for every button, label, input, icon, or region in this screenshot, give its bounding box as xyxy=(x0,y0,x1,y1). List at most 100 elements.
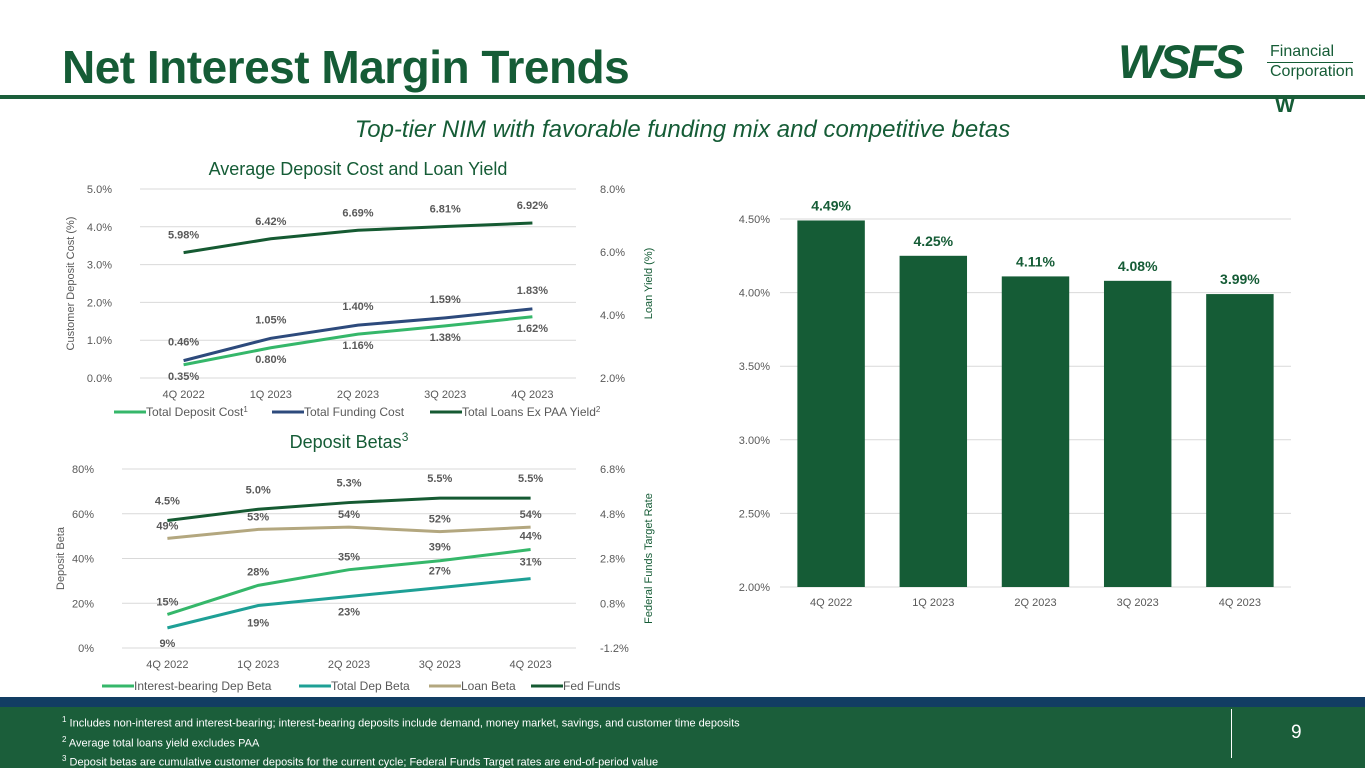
nim-y-tick-label: 4.50% xyxy=(739,214,770,226)
footnote-1: 1 Includes non-interest and interest-bea… xyxy=(62,715,740,730)
nim-x-tick-label: 1Q 2023 xyxy=(912,597,954,609)
betas-data-label: 35% xyxy=(338,552,360,564)
betas-data-label: 28% xyxy=(247,566,269,578)
betas-series-line-2 xyxy=(167,525,531,540)
deposit_cost-series-line-2 xyxy=(183,221,533,255)
betas-data-label: 5.5% xyxy=(518,473,543,485)
deposit_cost-y-tick-label: 2.0% xyxy=(87,297,112,309)
betas-legend-entry: Fed Funds xyxy=(563,679,620,693)
betas-data-label: 5.3% xyxy=(336,478,361,490)
betas-legend-entry: Interest-bearing Dep Beta xyxy=(134,679,272,693)
betas-y-tick-label: 60% xyxy=(72,509,94,521)
deposit_cost-data-label: 1.16% xyxy=(342,340,373,352)
footer-divider xyxy=(1231,709,1232,758)
deposit_cost-y2-tick-label: 8.0% xyxy=(600,184,625,196)
footer-bar xyxy=(0,697,1365,768)
betas-y-tick-label: 0% xyxy=(78,643,94,655)
nim-bar xyxy=(797,220,865,588)
betas-y2-tick-label: 6.8% xyxy=(600,464,625,476)
page-title: Net Interest Margin Trends xyxy=(62,41,630,93)
deposit_cost-data-label: 0.35% xyxy=(168,371,199,383)
nim-bar-label: 4.25% xyxy=(913,233,953,249)
deposit_cost-data-label: 1.38% xyxy=(430,332,461,344)
nim-y-tick-label: 2.50% xyxy=(739,508,770,520)
betas-x-tick-label: 4Q 2022 xyxy=(146,659,188,671)
deposit_cost-y-tick-label: 1.0% xyxy=(87,335,112,347)
betas-data-label: 5.0% xyxy=(246,484,271,496)
deposit_cost-x-tick-label: 2Q 2023 xyxy=(337,389,379,401)
betas-data-label: 54% xyxy=(338,509,360,521)
nim-y-tick-label: 4.00% xyxy=(739,288,770,300)
betas-y-tick-label: 80% xyxy=(72,464,94,476)
logo-wordmark: WSFS xyxy=(1118,35,1245,88)
nim-bar-label: 4.08% xyxy=(1118,258,1158,274)
deposit_cost-y2-tick-label: 4.0% xyxy=(600,310,625,322)
deposit_cost-data-label: 1.05% xyxy=(255,314,286,326)
nim-bar-label: 4.11% xyxy=(1016,253,1055,269)
betas-legend-entry: Loan Beta xyxy=(461,679,516,693)
nim-x-tick-label: 3Q 2023 xyxy=(1117,597,1159,609)
nim-bar-label: 4.49% xyxy=(811,197,851,213)
nim-y-tick-label: 3.00% xyxy=(739,435,770,447)
nim-bar xyxy=(1103,280,1172,587)
nim-x-tick-label: 4Q 2023 xyxy=(1219,597,1261,609)
deposit_cost-y2-axis-title: Loan Yield (%) xyxy=(643,248,655,320)
betas-y2-tick-label: 0.8% xyxy=(600,598,625,610)
betas-series-line-0 xyxy=(166,548,531,616)
deposit_cost-y-tick-label: 3.0% xyxy=(87,260,112,272)
betas-x-tick-label: 3Q 2023 xyxy=(419,659,461,671)
deposit_cost-legend-entry: Total Loans Ex PAA Yield2 xyxy=(462,405,601,420)
deposit_cost-series-line-0 xyxy=(183,315,533,367)
deposit_cost-data-label: 1.83% xyxy=(517,285,548,297)
betas-y-axis-title: Deposit Beta xyxy=(55,526,67,590)
betas-x-tick-label: 2Q 2023 xyxy=(328,659,370,671)
deposit_cost-data-label: 0.46% xyxy=(168,337,199,349)
deposit_cost-y-tick-label: 0.0% xyxy=(87,373,112,385)
betas-series-line-3 xyxy=(167,496,531,522)
betas-x-tick-label: 1Q 2023 xyxy=(237,659,279,671)
footnote-2: 2 Average total loans yield excludes PAA xyxy=(62,734,260,750)
logo-divider xyxy=(1267,62,1353,63)
nim-bar-label: 3.99% xyxy=(1220,271,1260,287)
betas-data-label: 15% xyxy=(156,596,178,608)
deposit_cost-legend-entry: Total Funding Cost xyxy=(304,405,405,419)
betas-y2-tick-label: 2.8% xyxy=(600,554,625,566)
betas-data-label: 52% xyxy=(429,514,451,526)
deposit_cost-data-label: 0.80% xyxy=(255,354,286,366)
deposit_cost-y-tick-label: 4.0% xyxy=(87,222,112,234)
deposit_cost-x-tick-label: 4Q 2022 xyxy=(162,389,204,401)
betas-data-label: 19% xyxy=(247,617,269,629)
betas-y2-tick-label: -1.2% xyxy=(600,643,629,655)
betas-data-label: 27% xyxy=(429,566,451,578)
nim-bar xyxy=(1001,276,1070,587)
betas-data-label: 54% xyxy=(520,509,542,521)
nim-x-tick-label: 4Q 2022 xyxy=(810,597,852,609)
betas-legend-entry: Total Dep Beta xyxy=(331,679,410,693)
deposit_cost-data-label: 5.98% xyxy=(168,230,199,242)
deposit_cost-x-tick-label: 1Q 2023 xyxy=(250,389,292,401)
betas-y-tick-label: 20% xyxy=(72,598,94,610)
deposit_cost-data-label: 1.62% xyxy=(517,323,548,335)
betas-y2-axis-title: Federal Funds Target Rate xyxy=(643,493,655,624)
betas-data-label: 4.5% xyxy=(155,495,180,507)
nim-bar xyxy=(1206,294,1274,587)
betas-y-tick-label: 40% xyxy=(72,554,94,566)
page-number: 9 xyxy=(1291,722,1302,743)
footnotes: 1 Includes non-interest and interest-bea… xyxy=(62,712,740,771)
deposit_cost-y-tick-label: 5.0% xyxy=(87,184,112,196)
deposit_cost-y-axis-title: Customer Deposit Cost (%) xyxy=(65,217,77,351)
deposit_cost-chart-title: Average Deposit Cost and Loan Yield xyxy=(209,159,508,179)
nim-y-tick-label: 3.50% xyxy=(739,361,770,373)
logo-line-1: Financial xyxy=(1270,43,1335,60)
deposit_cost-data-label: 1.40% xyxy=(342,301,373,313)
deposit_cost-y2-tick-label: 6.0% xyxy=(600,247,625,259)
betas-series-line-1 xyxy=(167,577,531,630)
deposit_cost-x-tick-label: 3Q 2023 xyxy=(424,389,466,401)
charts-canvas: Average Deposit Cost and Loan Yield 0.0% 1… xyxy=(55,159,1291,693)
betas-chart-title: Deposit Betas3 xyxy=(290,430,409,452)
betas-x-tick-label: 4Q 2023 xyxy=(509,659,551,671)
deposit_cost-x-tick-label: 4Q 2023 xyxy=(511,389,553,401)
deposit_cost-legend-entry: Total Deposit Cost1 xyxy=(146,405,248,420)
betas-data-label: 53% xyxy=(247,511,269,523)
company-logo: WSFS Financial Corporation W xyxy=(1118,35,1354,118)
